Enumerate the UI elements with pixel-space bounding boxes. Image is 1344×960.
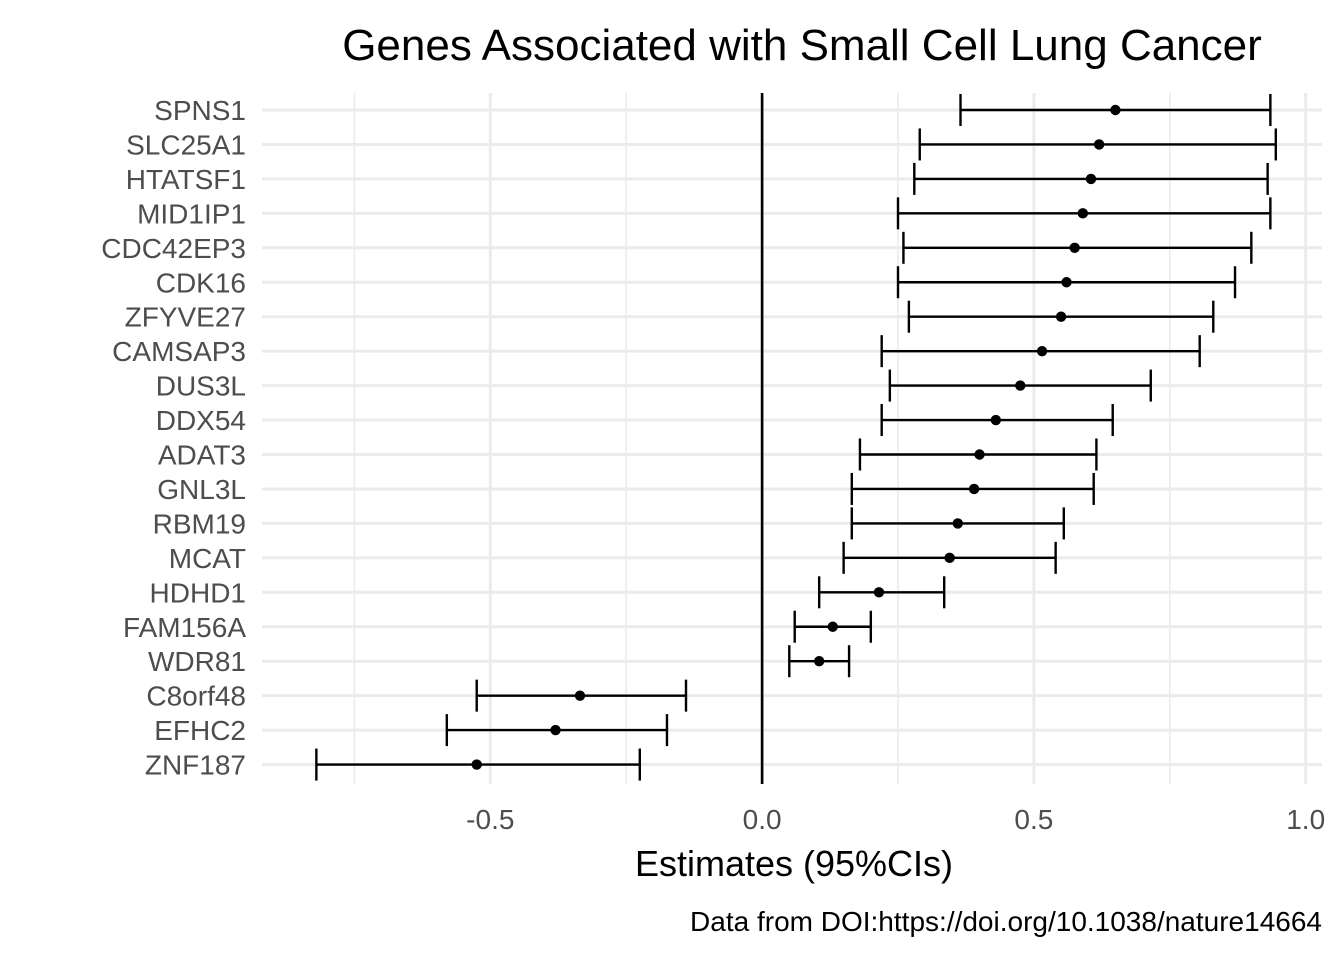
x-axis-ticks: -0.5 0.0 0.5 1.0 [466,804,1325,835]
y-tick-label: RBM19 [153,508,246,539]
y-tick-label: ZFYVE27 [125,302,246,333]
y-tick-label: HDHD1 [150,577,246,608]
estimate-points [471,104,1121,770]
y-tick-label: ZNF187 [145,750,246,781]
estimate-point [974,449,985,460]
y-tick-label: MID1IP1 [137,198,246,229]
y-tick-label: CDC42EP3 [101,233,246,264]
x-tick-label: 1.0 [1286,804,1325,835]
y-tick-label: CAMSAP3 [112,336,246,367]
estimate-point [1069,242,1080,253]
y-tick-label: SLC25A1 [126,129,246,160]
estimate-point [1093,139,1105,150]
estimate-point [827,621,838,632]
y-tick-label: GNL3L [157,474,246,505]
x-tick-label: 0.5 [1014,804,1053,835]
estimate-point [968,483,980,495]
estimate-point [1077,208,1089,219]
estimate-point [944,552,955,564]
estimate-point [1055,311,1067,322]
estimate-point [813,656,825,667]
y-tick-label: DUS3L [156,371,246,402]
estimate-point [1061,277,1072,288]
y-tick-label: HTATSF1 [126,164,246,195]
y-tick-label: DDX54 [156,405,246,436]
y-tick-label: CDK16 [156,267,246,298]
estimate-point [1110,104,1121,116]
estimate-point [550,724,561,736]
y-tick-label: MCAT [169,543,246,574]
x-axis-label: Estimates (95%CIs) [635,843,953,884]
x-tick-label: -0.5 [466,804,514,835]
y-tick-label: EFHC2 [154,715,246,746]
grid-lines [262,93,1322,784]
estimate-point [471,759,482,770]
estimate-point [1085,173,1097,185]
estimate-point [574,690,586,701]
y-tick-label: C8orf48 [146,681,246,712]
chart-caption: Data from DOI:https://doi.org/10.1038/na… [690,906,1322,937]
estimate-point [1036,345,1048,357]
y-tick-label: SPNS1 [154,95,246,126]
confidence-intervals [315,94,1277,781]
y-tick-label: FAM156A [123,612,246,643]
estimate-point [1015,380,1026,391]
estimate-point [990,414,1002,426]
estimate-point [873,587,885,598]
y-tick-label: WDR81 [148,646,246,677]
y-tick-label: ADAT3 [158,440,246,471]
chart-title: Genes Associated with Small Cell Lung Ca… [342,21,1262,70]
x-tick-label: 0.0 [743,804,782,835]
estimate-point [952,518,963,529]
